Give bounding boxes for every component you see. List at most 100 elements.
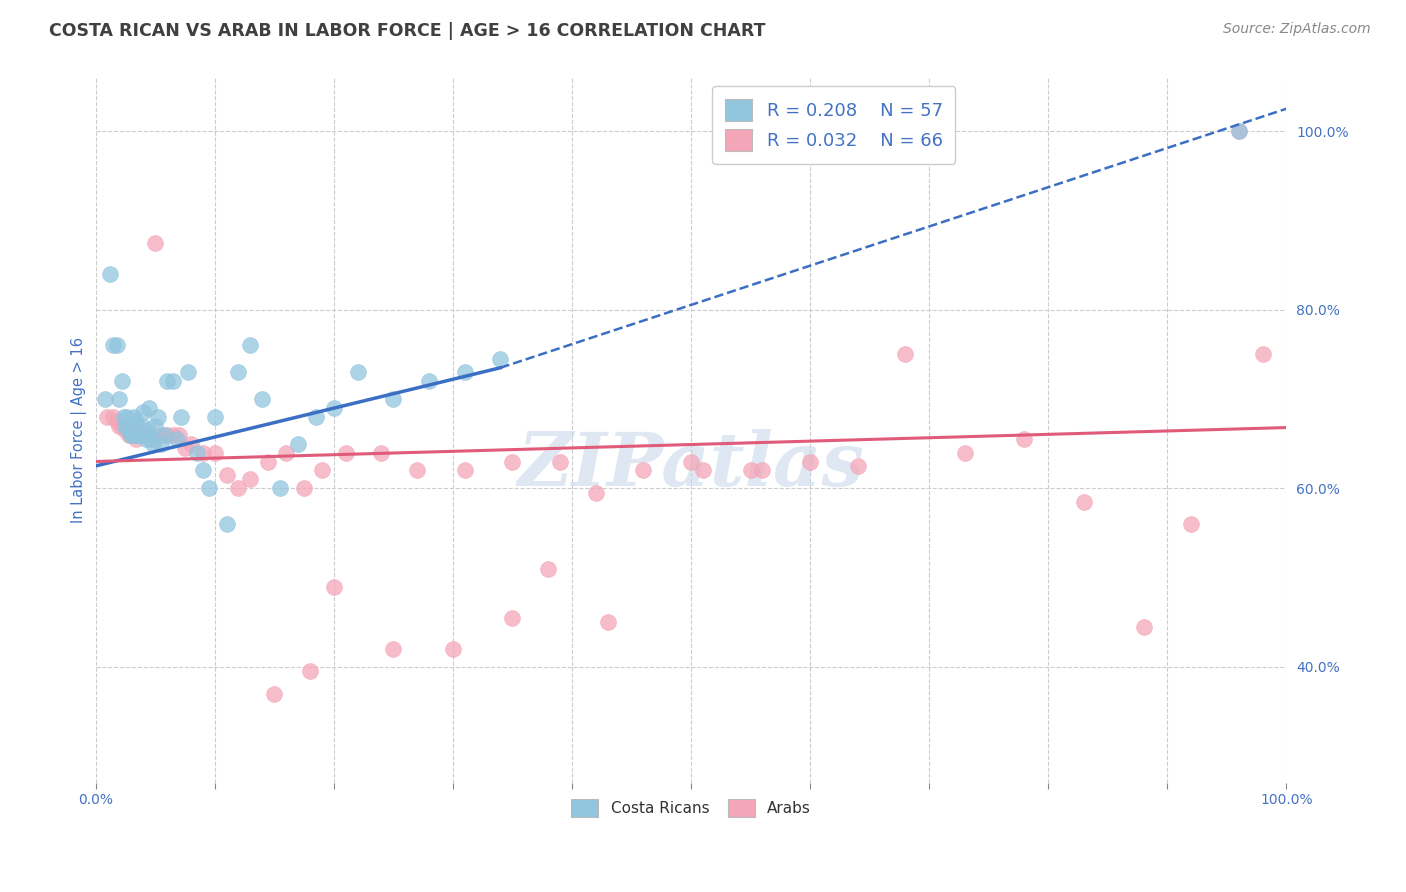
Point bbox=[112, 409, 135, 424]
Point bbox=[118, 427, 141, 442]
Point bbox=[252, 392, 274, 406]
Point bbox=[191, 445, 214, 459]
Point bbox=[138, 401, 160, 415]
Point bbox=[125, 427, 148, 442]
Point bbox=[489, 351, 512, 366]
Point bbox=[287, 436, 309, 450]
Point bbox=[108, 392, 131, 406]
Point bbox=[111, 418, 134, 433]
Point bbox=[111, 374, 134, 388]
Point bbox=[94, 392, 117, 406]
Point bbox=[103, 338, 125, 352]
Point bbox=[382, 392, 405, 406]
Text: ZIPatlas: ZIPatlas bbox=[517, 429, 865, 502]
Point bbox=[204, 445, 226, 459]
Point bbox=[120, 427, 142, 442]
Point bbox=[596, 615, 619, 630]
Point bbox=[128, 427, 150, 442]
Point bbox=[143, 418, 166, 433]
Point bbox=[740, 463, 762, 477]
Point bbox=[215, 516, 238, 531]
Point bbox=[118, 418, 141, 433]
Point bbox=[953, 445, 976, 459]
Point bbox=[441, 642, 464, 657]
Point bbox=[124, 414, 146, 428]
Point bbox=[335, 445, 357, 459]
Point bbox=[156, 427, 179, 442]
Point bbox=[186, 445, 208, 459]
Point bbox=[125, 432, 148, 446]
Point bbox=[418, 374, 440, 388]
Point bbox=[162, 374, 184, 388]
Legend: Costa Ricans, Arabs: Costa Ricans, Arabs bbox=[564, 791, 818, 825]
Point bbox=[122, 427, 145, 442]
Point bbox=[120, 423, 142, 437]
Point bbox=[124, 423, 146, 437]
Point bbox=[121, 427, 143, 442]
Point bbox=[894, 347, 917, 361]
Point bbox=[105, 338, 128, 352]
Point bbox=[1132, 620, 1154, 634]
Point bbox=[108, 418, 131, 433]
Point bbox=[127, 427, 149, 442]
Point bbox=[1073, 494, 1095, 508]
Point bbox=[129, 427, 152, 442]
Point bbox=[292, 481, 315, 495]
Text: COSTA RICAN VS ARAB IN LABOR FORCE | AGE > 16 CORRELATION CHART: COSTA RICAN VS ARAB IN LABOR FORCE | AGE… bbox=[49, 22, 766, 40]
Point bbox=[322, 580, 344, 594]
Point bbox=[153, 427, 176, 442]
Point bbox=[136, 423, 159, 437]
Point bbox=[454, 365, 477, 379]
Point bbox=[129, 427, 152, 442]
Point bbox=[170, 409, 193, 424]
Point bbox=[799, 454, 821, 468]
Y-axis label: In Labor Force | Age > 16: In Labor Force | Age > 16 bbox=[72, 337, 87, 524]
Point bbox=[204, 409, 226, 424]
Point bbox=[501, 454, 523, 468]
Point bbox=[128, 427, 150, 442]
Point bbox=[1251, 347, 1274, 361]
Point bbox=[1180, 516, 1202, 531]
Point bbox=[135, 432, 157, 446]
Point bbox=[228, 481, 250, 495]
Point bbox=[117, 423, 139, 437]
Point bbox=[274, 445, 297, 459]
Point bbox=[162, 427, 184, 442]
Point bbox=[132, 427, 155, 442]
Point bbox=[166, 432, 188, 446]
Point bbox=[679, 454, 702, 468]
Point bbox=[131, 418, 153, 433]
Point bbox=[228, 365, 250, 379]
Point bbox=[382, 642, 405, 657]
Point bbox=[167, 427, 190, 442]
Point bbox=[177, 365, 200, 379]
Point bbox=[537, 562, 560, 576]
Point bbox=[98, 267, 121, 281]
Point bbox=[846, 458, 869, 473]
Point bbox=[370, 445, 392, 459]
Point bbox=[136, 427, 159, 442]
Point bbox=[139, 427, 162, 442]
Point bbox=[174, 441, 197, 455]
Point bbox=[191, 463, 214, 477]
Point bbox=[142, 432, 165, 446]
Point bbox=[346, 365, 368, 379]
Point bbox=[215, 467, 238, 482]
Point bbox=[156, 374, 179, 388]
Point bbox=[134, 427, 156, 442]
Point bbox=[501, 611, 523, 625]
Point bbox=[692, 463, 714, 477]
Point bbox=[96, 409, 118, 424]
Point bbox=[150, 436, 173, 450]
Point bbox=[142, 436, 165, 450]
Text: Source: ZipAtlas.com: Source: ZipAtlas.com bbox=[1223, 22, 1371, 37]
Point bbox=[239, 338, 262, 352]
Point bbox=[135, 427, 157, 442]
Point bbox=[1227, 124, 1250, 138]
Point bbox=[115, 409, 138, 424]
Point bbox=[239, 472, 262, 486]
Point bbox=[406, 463, 429, 477]
Point bbox=[257, 454, 280, 468]
Point bbox=[269, 481, 291, 495]
Point bbox=[322, 401, 344, 415]
